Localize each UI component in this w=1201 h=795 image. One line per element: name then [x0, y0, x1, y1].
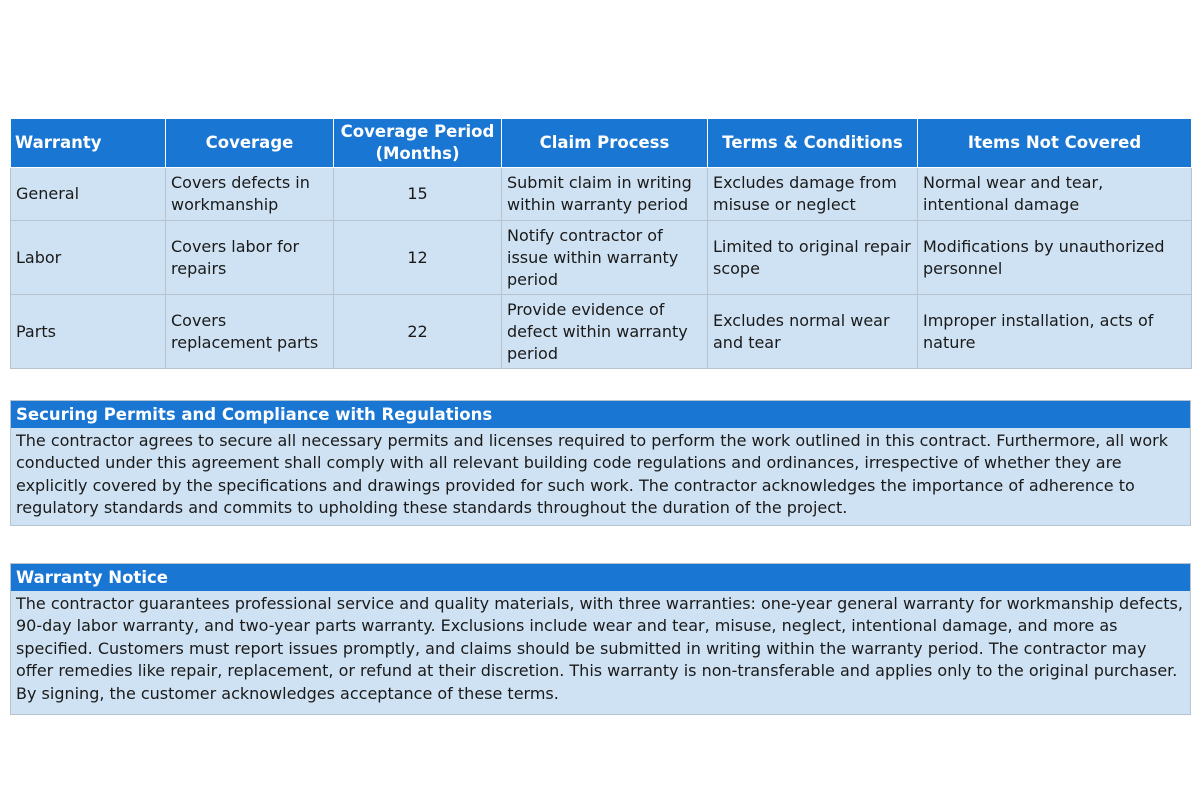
cell-warranty: Labor	[10, 220, 166, 295]
cell-terms: Excludes damage from misuse or neglect	[707, 167, 918, 221]
header-coverage-period: Coverage Period (Months)	[333, 118, 502, 168]
cell-terms: Excludes normal wear and tear	[707, 294, 918, 369]
cell-period: 12	[333, 220, 502, 295]
cell-terms: Limited to original repair scope	[707, 220, 918, 295]
cell-coverage: Covers replacement parts	[165, 294, 334, 369]
table-row: Labor Covers labor for repairs 12 Notify…	[10, 220, 1192, 295]
table-row: Parts Covers replacement parts 22 Provid…	[10, 294, 1192, 369]
cell-claim: Submit claim in writing within warranty …	[501, 167, 708, 221]
header-claim-process: Claim Process	[501, 118, 708, 168]
cell-claim: Notify contractor of issue within warran…	[501, 220, 708, 295]
cell-warranty: Parts	[10, 294, 166, 369]
table-header-row: Warranty Coverage Coverage Period (Month…	[10, 118, 1192, 168]
cell-period: 15	[333, 167, 502, 221]
header-terms-conditions: Terms & Conditions	[707, 118, 918, 168]
permits-section: Securing Permits and Compliance with Reg…	[10, 400, 1191, 526]
cell-warranty: General	[10, 167, 166, 221]
header-coverage: Coverage	[165, 118, 334, 168]
cell-not-covered: Modifications by unauthorized personnel	[917, 220, 1192, 295]
warranty-notice-body: The contractor guarantees professional s…	[16, 594, 1183, 703]
cell-not-covered: Normal wear and tear, intentional damage	[917, 167, 1192, 221]
permits-title: Securing Permits and Compliance with Reg…	[11, 401, 1190, 428]
cell-claim: Provide evidence of defect within warran…	[501, 294, 708, 369]
cell-coverage: Covers labor for repairs	[165, 220, 334, 295]
warranty-notice-title: Warranty Notice	[11, 564, 1190, 591]
cell-not-covered: Improper installation, acts of nature	[917, 294, 1192, 369]
header-items-not-covered: Items Not Covered	[917, 118, 1192, 168]
table-row: General Covers defects in workmanship 15…	[10, 167, 1192, 221]
warranty-table: Warranty Coverage Coverage Period (Month…	[10, 118, 1192, 369]
warranty-notice-section: Warranty Notice The contractor guarantee…	[10, 563, 1191, 715]
header-warranty: Warranty	[10, 118, 166, 168]
permits-body: The contractor agrees to secure all nece…	[16, 431, 1168, 518]
cell-period: 22	[333, 294, 502, 369]
cell-coverage: Covers defects in workmanship	[165, 167, 334, 221]
